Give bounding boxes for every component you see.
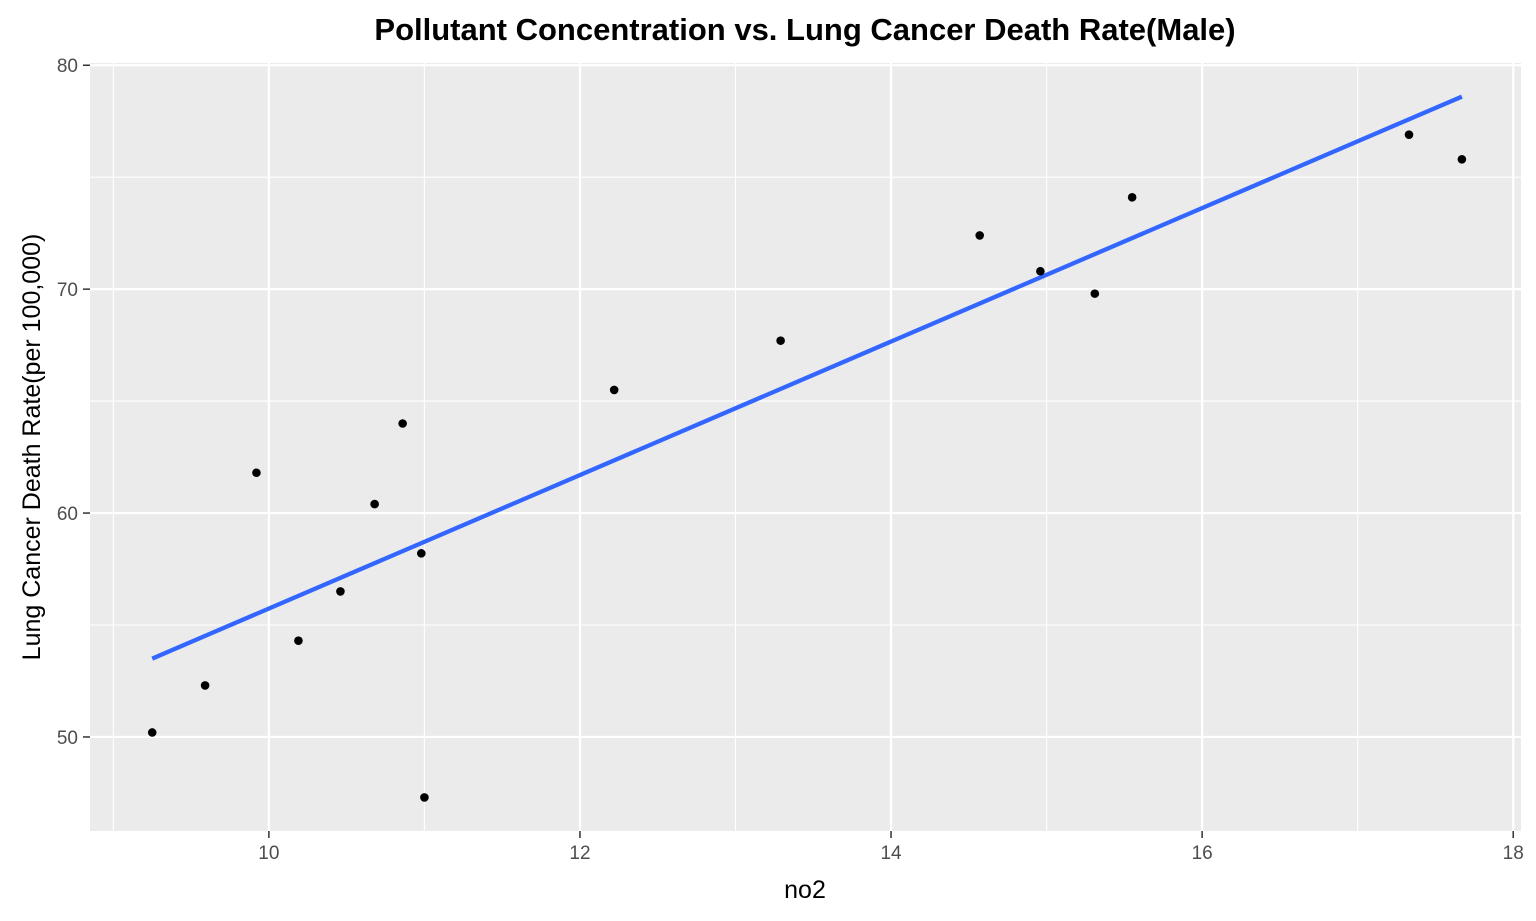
minor-gridlines	[90, 63, 1521, 831]
data-point	[609, 385, 619, 395]
regression-line	[151, 94, 1463, 661]
y-tick-label: 80	[57, 56, 78, 77]
y-axis: 50 60 70 80	[57, 56, 90, 749]
x-tick-label: 10	[258, 843, 279, 864]
data-point	[336, 587, 345, 596]
data-point	[294, 636, 303, 645]
data-point	[370, 499, 379, 509]
data-point	[1090, 289, 1100, 298]
data-point	[776, 336, 785, 345]
x-axis-title: no2	[784, 876, 826, 904]
data-point	[1036, 266, 1045, 276]
y-tick-label: 50	[57, 728, 78, 749]
y-axis-title: Lung Cancer Death Rate(per 100,000)	[18, 234, 46, 661]
regression-line-group	[151, 94, 1463, 661]
x-tick-label: 16	[1192, 843, 1213, 864]
data-point	[252, 468, 261, 478]
x-tick-label: 14	[880, 843, 902, 864]
data-point	[417, 549, 426, 558]
data-point	[420, 793, 429, 802]
data-point	[398, 419, 407, 428]
y-tick-label: 60	[57, 504, 78, 525]
data-point	[147, 728, 157, 737]
data-point	[1127, 193, 1137, 202]
y-tick-label: 70	[57, 280, 78, 301]
data-points	[147, 130, 1467, 802]
x-tick-label: 18	[1503, 843, 1524, 864]
data-point	[1457, 154, 1467, 164]
chart-title: Pollutant Concentration vs. Lung Cancer …	[374, 12, 1235, 47]
x-axis: 10 12 14 16 18	[258, 831, 1524, 864]
x-tick-label: 12	[569, 843, 590, 864]
data-point	[975, 231, 985, 240]
plot-panel	[90, 63, 1521, 831]
major-gridlines	[90, 63, 1521, 831]
data-point	[1404, 130, 1414, 139]
data-point	[200, 681, 210, 690]
